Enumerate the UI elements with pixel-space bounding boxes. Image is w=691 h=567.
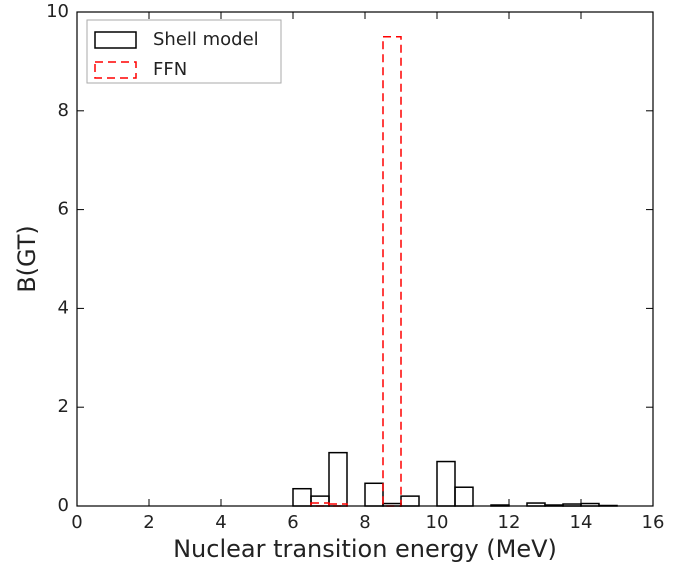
legend-box bbox=[86, 19, 282, 84]
histogram-bar bbox=[292, 487, 312, 507]
y-tick-label: 0 bbox=[58, 495, 69, 516]
y-tick-label: 8 bbox=[58, 100, 69, 121]
legend-label: FFN bbox=[153, 59, 187, 80]
x-tick-label: 2 bbox=[143, 512, 154, 533]
histogram-bar bbox=[436, 460, 456, 507]
x-axis-label: Nuclear transition energy (MeV) bbox=[173, 535, 557, 563]
y-tick-label: 10 bbox=[46, 1, 69, 22]
histogram-bar bbox=[364, 482, 384, 507]
x-tick-label: 0 bbox=[71, 512, 82, 533]
y-tick-label: 4 bbox=[58, 297, 69, 318]
legend-label: Shell model bbox=[153, 29, 259, 50]
y-axis-label: B(GT) bbox=[13, 225, 41, 293]
x-tick-label: 12 bbox=[498, 512, 521, 533]
x-tick-label: 10 bbox=[426, 512, 449, 533]
x-tick-label: 6 bbox=[287, 512, 298, 533]
legend-swatch bbox=[94, 61, 137, 79]
x-tick-label: 16 bbox=[642, 512, 665, 533]
plot-frame bbox=[76, 11, 654, 507]
x-tick-label: 8 bbox=[359, 512, 370, 533]
histogram-bar bbox=[454, 486, 474, 507]
x-tick-label: 4 bbox=[215, 512, 226, 533]
histogram-bar bbox=[400, 495, 420, 507]
legend-swatch bbox=[94, 31, 137, 49]
y-tick-label: 2 bbox=[58, 396, 69, 417]
histogram-bar bbox=[328, 451, 348, 507]
histogram-bar bbox=[382, 35, 402, 507]
x-tick-label: 14 bbox=[570, 512, 593, 533]
y-tick-label: 6 bbox=[58, 199, 69, 220]
histogram-bar bbox=[310, 495, 330, 507]
